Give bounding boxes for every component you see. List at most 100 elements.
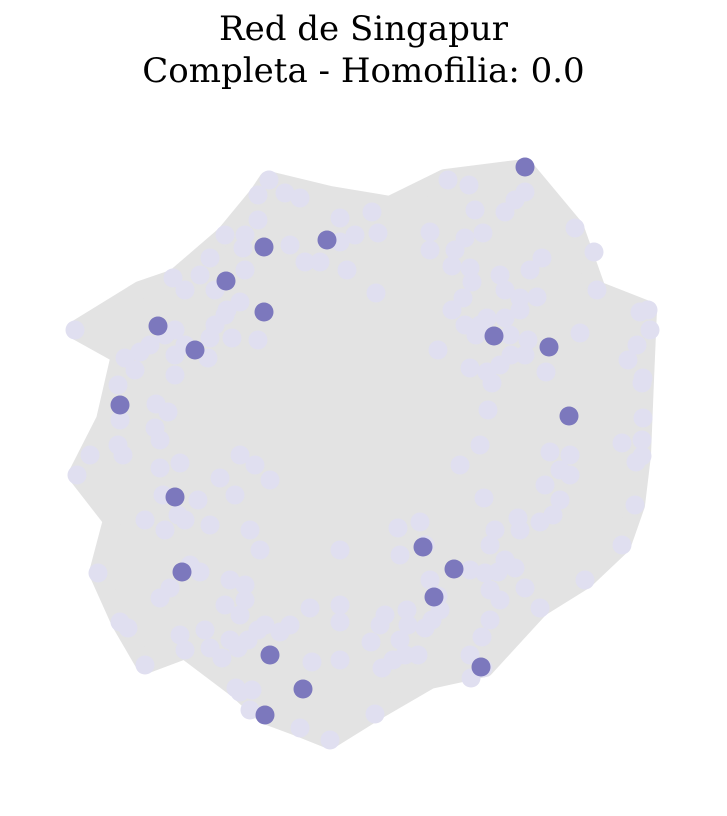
graph-node-majority: [478, 400, 498, 420]
graph-node-majority: [215, 225, 235, 245]
graph-node-majority: [365, 704, 385, 724]
graph-node-majority: [230, 605, 250, 625]
graph-node-majority: [530, 598, 550, 618]
graph-node-majority: [259, 170, 279, 190]
graph-node-majority: [210, 468, 230, 488]
graph-node-minority: [254, 237, 274, 257]
graph-node-minority: [185, 340, 205, 360]
graph-node-majority: [475, 563, 495, 583]
graph-node-majority: [302, 652, 322, 672]
graph-node-majority: [500, 325, 520, 345]
graph-node-majority: [462, 272, 482, 292]
graph-node-majority: [113, 445, 133, 465]
graph-node-majority: [225, 485, 245, 505]
graph-node-majority: [420, 570, 440, 590]
graph-node-majority: [146, 394, 166, 414]
graph-node-majority: [248, 185, 268, 205]
graph-node-majority: [495, 308, 515, 328]
graph-node-majority: [150, 458, 170, 478]
graph-node-majority: [235, 260, 255, 280]
graph-node-majority: [415, 618, 435, 638]
graph-node-majority: [398, 615, 418, 635]
graph-node-majority: [442, 256, 462, 276]
graph-node-majority: [470, 435, 490, 455]
graph-node-majority: [560, 465, 580, 485]
graph-node-majority: [245, 455, 265, 475]
graph-node-majority: [473, 223, 493, 243]
graph-node-majority: [460, 358, 480, 378]
graph-node-majority: [135, 655, 155, 675]
graph-node-majority: [175, 640, 195, 660]
graph-node-majority: [570, 323, 590, 343]
graph-node-majority: [550, 490, 570, 510]
graph-node-majority: [442, 300, 462, 320]
graph-node-majority: [200, 515, 220, 535]
graph-node-majority: [250, 540, 270, 560]
graph-node-majority: [450, 455, 470, 475]
graph-node-majority: [110, 410, 130, 430]
graph-node-majority: [330, 595, 350, 615]
graph-node-minority: [444, 559, 464, 579]
graph-node-majority: [108, 375, 128, 395]
graph-node-majority: [532, 248, 552, 268]
graph-node-majority: [482, 373, 502, 393]
graph-node-majority: [445, 240, 465, 260]
graph-node-minority: [110, 395, 130, 415]
graph-node-majority: [175, 510, 195, 530]
graph-node-majority: [438, 170, 458, 190]
title-line-2: Completa - Homofilia: 0.0: [142, 51, 585, 91]
graph-node-majority: [165, 320, 185, 340]
graph-node-majority: [515, 578, 535, 598]
graph-node-majority: [233, 238, 253, 258]
graph-node-majority: [626, 452, 646, 472]
graph-node-majority: [240, 700, 260, 720]
figure-title: Red de Singapur Completa - Homofilia: 0.…: [0, 8, 727, 92]
graph-node-majority: [330, 540, 350, 560]
graph-node-majority: [388, 518, 408, 538]
graph-node-majority: [618, 350, 638, 370]
graph-node-majority: [270, 622, 290, 642]
graph-node-majority: [235, 575, 255, 595]
graph-node-majority: [163, 268, 183, 288]
graph-node-majority: [145, 418, 165, 438]
graph-node-majority: [420, 240, 440, 260]
graph-node-majority: [155, 520, 175, 540]
graph-node-majority: [330, 650, 350, 670]
graph-node-minority: [172, 562, 192, 582]
graph-node-majority: [290, 718, 310, 738]
graph-node-majority: [230, 445, 250, 465]
graph-node-majority: [495, 280, 515, 300]
graph-node-majority: [560, 445, 580, 465]
graph-node-majority: [575, 570, 595, 590]
graph-node-majority: [370, 615, 390, 635]
graph-node-majority: [222, 328, 242, 348]
graph-node-majority: [480, 535, 500, 555]
graph-node-majority: [520, 260, 540, 280]
graph-node-majority: [200, 248, 220, 268]
graph-node-majority: [160, 578, 180, 598]
graph-node-minority: [293, 679, 313, 699]
graph-node-majority: [235, 590, 255, 610]
graph-node-majority: [485, 520, 505, 540]
graph-node-majority: [226, 678, 246, 698]
graph-node-majority: [242, 680, 262, 700]
graph-node-minority: [424, 587, 444, 607]
graph-node-majority: [397, 600, 417, 620]
graph-node-majority: [466, 325, 486, 345]
graph-node-majority: [228, 638, 248, 658]
graph-node-majority: [295, 252, 315, 272]
graph-node-majority: [195, 620, 215, 640]
graph-node-majority: [505, 190, 525, 210]
graph-node-majority: [170, 625, 190, 645]
graph-node-majority: [612, 535, 632, 555]
graph-node-majority: [632, 373, 652, 393]
graph-node-majority: [140, 335, 160, 355]
graph-node-majority: [115, 348, 135, 368]
graph-node-majority: [368, 223, 388, 243]
graph-node-minority: [515, 157, 535, 177]
graph-node-majority: [474, 488, 494, 508]
graph-node-majority: [390, 545, 410, 565]
graph-node-majority: [362, 202, 382, 222]
graph-node-majority: [175, 280, 195, 300]
